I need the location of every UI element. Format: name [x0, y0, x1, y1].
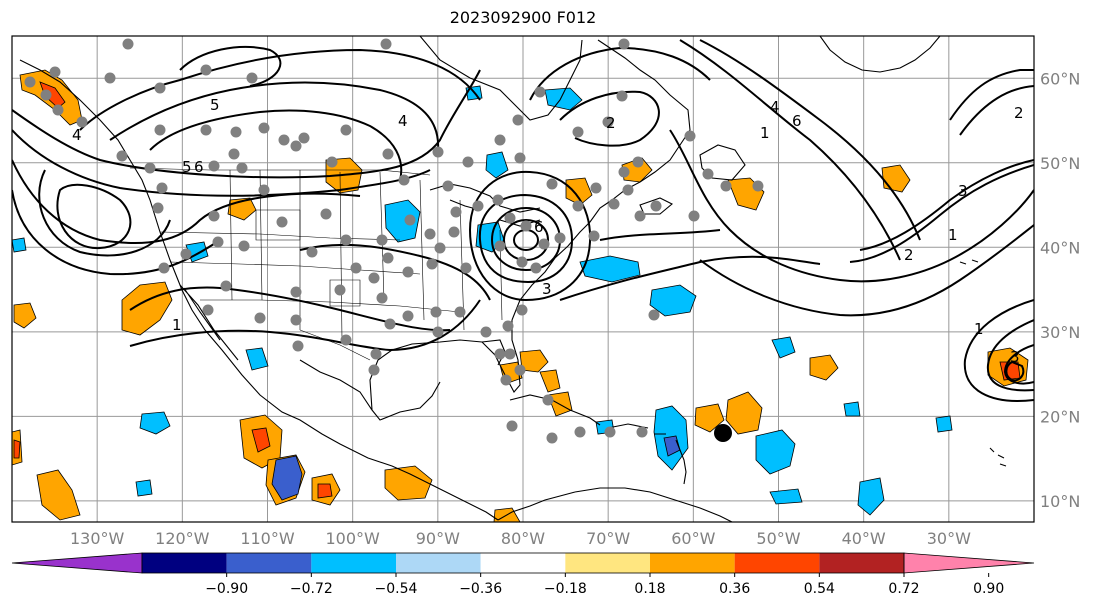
- longitude-tick-label: 130°W: [70, 529, 125, 548]
- colorbar-tick-label: 0.72: [888, 581, 919, 597]
- colorbar-tick-label: 0.18: [634, 581, 665, 597]
- svg-text:1: 1: [172, 316, 182, 334]
- latitude-tick-label: 60°N: [1040, 69, 1080, 88]
- longitude-tick-label: 90°W: [416, 529, 460, 548]
- colorbar-tick-label: −0.18: [544, 581, 587, 597]
- colorbar-segment: [311, 553, 396, 573]
- negative-anomaly-shading: [12, 85, 953, 516]
- longitude-tick-label: 50°W: [756, 529, 800, 548]
- svg-text:3: 3: [1010, 348, 1020, 366]
- svg-text:4: 4: [398, 112, 408, 130]
- colorbar: −0.90 −0.72 −0.54 −0.36 −0.18 0.18 0.36 0.54 0.7…: [11, 552, 1035, 597]
- colorbar-segment: [650, 553, 735, 573]
- map-frame: [11, 35, 1035, 523]
- longitude-labels: 130°W 120°W 110°W 100°W 90°W 80°W 70°W 60°W 50°W…: [70, 529, 971, 548]
- longitude-tick-label: 80°W: [501, 529, 545, 548]
- svg-text:2: 2: [904, 246, 914, 264]
- contour-value-labels: 5 5 6 4 4 1 6 3 2 1 4 6 3 1 2 2 1 3: [72, 96, 1024, 366]
- map-title: 2023092900 F012: [449, 8, 597, 27]
- svg-text:6: 6: [194, 158, 204, 176]
- colorbar-tick-label: −0.72: [290, 581, 333, 597]
- svg-text:3: 3: [958, 182, 968, 200]
- colorbar-tick-label: 0.36: [719, 581, 750, 597]
- latitude-tick-label: 20°N: [1040, 407, 1080, 426]
- svg-text:3: 3: [542, 280, 552, 298]
- colorbar-extend-low: [11, 552, 143, 574]
- svg-text:6: 6: [792, 112, 802, 130]
- colorbar-tick-label: −0.54: [375, 581, 418, 597]
- longitude-tick-label: 120°W: [155, 529, 210, 548]
- colorbar-tick-label: −0.36: [459, 581, 502, 597]
- svg-text:5: 5: [210, 96, 220, 114]
- svg-text:2: 2: [606, 114, 616, 132]
- target-location-marker: [714, 424, 732, 442]
- colorbar-tick-label: −0.90: [205, 581, 248, 597]
- colorbar-segment: [396, 553, 481, 573]
- latitude-tick-label: 10°N: [1040, 492, 1080, 511]
- colorbar-tick-label: 0.90: [973, 581, 1004, 597]
- longitude-tick-label: 30°W: [927, 529, 971, 548]
- svg-text:4: 4: [72, 126, 82, 144]
- svg-text:5: 5: [182, 158, 192, 176]
- svg-text:6: 6: [534, 218, 544, 236]
- longitude-tick-label: 110°W: [240, 529, 295, 548]
- longitude-tick-label: 60°W: [671, 529, 715, 548]
- colorbar-outline: [141, 552, 905, 574]
- svg-text:1: 1: [760, 124, 770, 142]
- svg-text:4: 4: [770, 98, 780, 116]
- colorbar-segment: [226, 553, 312, 573]
- latitude-tick-label: 30°N: [1040, 323, 1080, 342]
- svg-text:2: 2: [1014, 104, 1024, 122]
- colorbar-segment: [142, 553, 227, 573]
- latitude-tick-label: 40°N: [1040, 238, 1080, 257]
- longitude-tick-label: 70°W: [586, 529, 630, 548]
- colorbar-segment: [819, 553, 904, 573]
- observation-stations: [24, 38, 764, 444]
- svg-text:1: 1: [948, 226, 958, 244]
- svg-text:1: 1: [974, 320, 984, 338]
- colorbar-segment: [480, 553, 566, 573]
- longitude-tick-label: 100°W: [325, 529, 380, 548]
- longitude-tick-label: 40°W: [842, 529, 886, 548]
- colorbar-segment: [734, 553, 820, 573]
- colorbar-extend-high: [903, 552, 1035, 574]
- latitude-labels: 60°N 50°N 40°N 30°N 20°N 10°N: [1040, 69, 1080, 511]
- colorbar-tick-label: 0.54: [804, 581, 835, 597]
- latitude-tick-label: 50°N: [1040, 154, 1080, 173]
- colorbar-segment: [565, 553, 650, 573]
